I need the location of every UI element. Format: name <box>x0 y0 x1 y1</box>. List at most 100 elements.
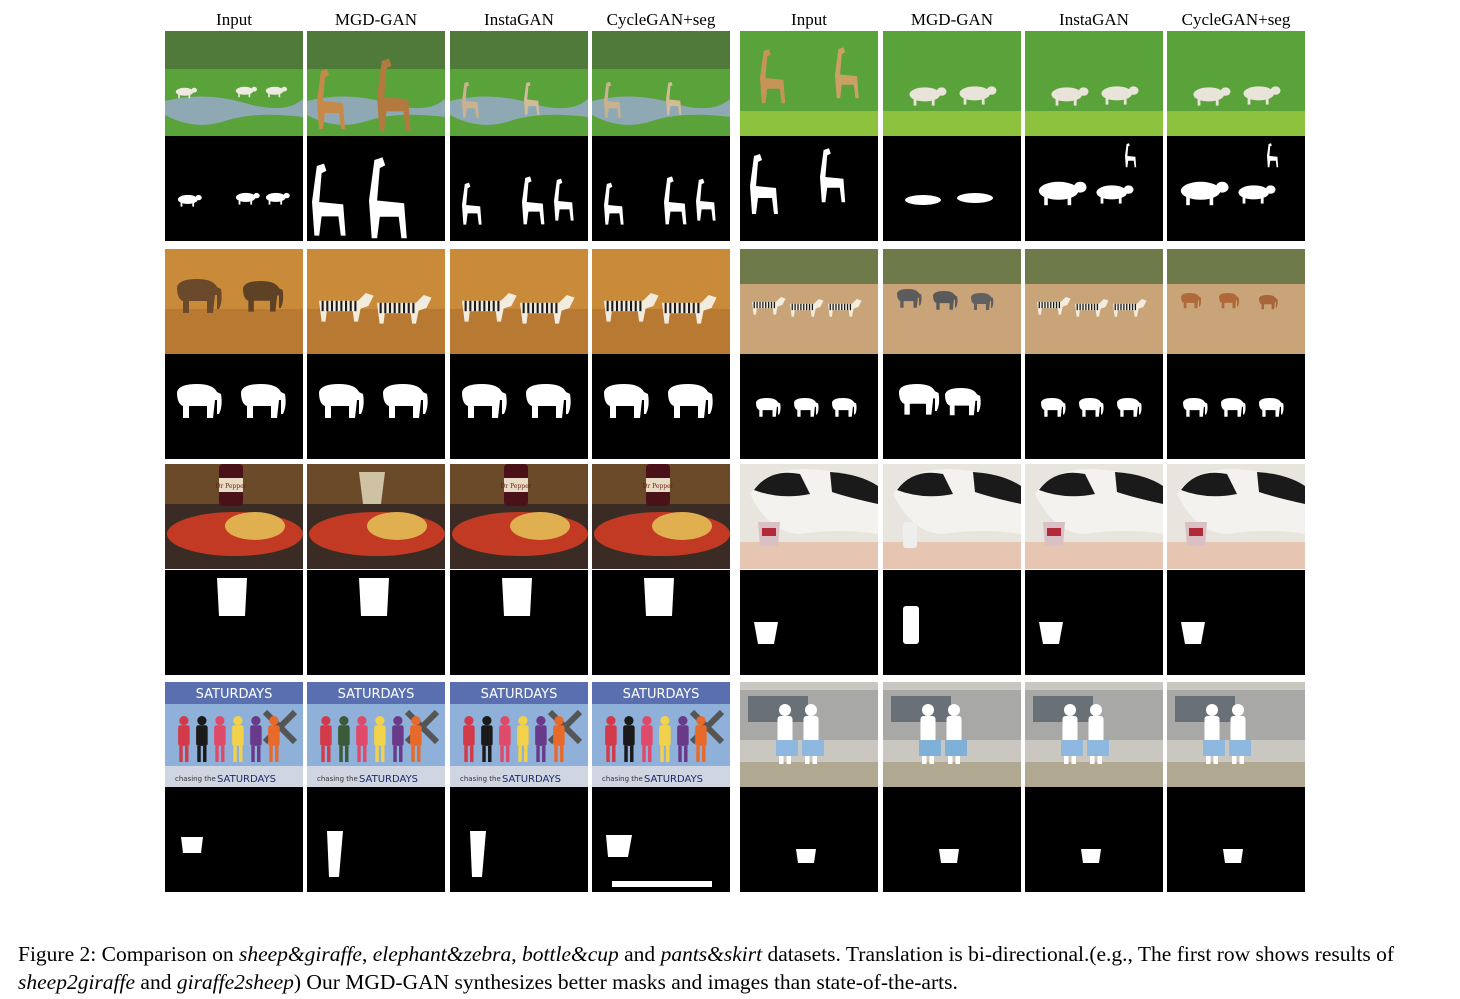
caption-text: , <box>511 942 523 966</box>
caption-text: and <box>618 942 661 966</box>
result-mask <box>165 787 303 892</box>
result-mask <box>307 354 445 459</box>
result-mask <box>883 136 1021 241</box>
poster-subtitle-text: chasing the <box>602 775 643 783</box>
result-image: Dr Pepper <box>450 464 588 569</box>
caption-text: Comparison on <box>96 942 239 966</box>
result-image <box>592 249 730 354</box>
result-image: SATURDAYS chasing the SATURDAYS <box>592 682 730 787</box>
caption-dataset: bottle&cup <box>522 942 619 966</box>
result-image: SATURDAYS chasing the SATURDAYS <box>450 682 588 787</box>
poster-bottom-title-text: SATURDAYS <box>644 774 703 785</box>
result-image <box>1167 464 1305 569</box>
poster-title-text: SATURDAYS <box>623 687 700 702</box>
caption-dataset: sheep2giraffe <box>18 970 136 994</box>
caption-label: Figure 2: <box>18 942 97 966</box>
result-image <box>307 464 445 569</box>
result-image: SATURDAYS chasing the SATURDAYS <box>307 682 445 787</box>
result-image <box>165 249 303 354</box>
result-mask <box>740 570 878 675</box>
result-image <box>883 682 1021 787</box>
poster-title-text: SATURDAYS <box>196 687 273 702</box>
column-header: MGD-GAN <box>334 10 418 29</box>
poster-subtitle-text: chasing the <box>317 775 358 783</box>
result-mask <box>883 570 1021 675</box>
caption-text: and <box>135 970 177 994</box>
result-image <box>307 31 445 136</box>
result-mask <box>307 787 445 892</box>
result-mask <box>592 787 730 892</box>
result-image <box>1167 249 1305 354</box>
caption-text: , <box>361 942 373 966</box>
result-mask <box>1025 354 1163 459</box>
bottle-label-text: Dr Pepper <box>215 483 246 490</box>
column-header: Input <box>216 10 252 29</box>
result-mask <box>1167 136 1305 241</box>
result-image: SATURDAYS chasing the SATURDAYS <box>165 682 303 787</box>
result-image <box>883 249 1021 354</box>
column-header: CycleGAN+seg <box>1181 10 1291 29</box>
result-image <box>740 249 878 354</box>
result-mask <box>592 136 730 241</box>
caption-dataset: elephant&zebra <box>372 942 512 966</box>
poster-subtitle-text: chasing the <box>460 775 501 783</box>
result-image <box>1025 464 1163 569</box>
result-mask <box>450 787 588 892</box>
column-header: InstaGAN <box>1059 10 1129 29</box>
poster-bottom-title-text: SATURDAYS <box>502 774 561 785</box>
result-mask <box>1167 570 1305 675</box>
result-image <box>883 464 1021 569</box>
result-mask <box>883 787 1021 892</box>
result-mask <box>1167 354 1305 459</box>
result-mask <box>450 570 588 675</box>
poster-bottom-title-text: SATURDAYS <box>217 774 276 785</box>
poster-subtitle-text: chasing the <box>175 775 216 783</box>
result-image <box>307 249 445 354</box>
result-image <box>740 682 878 787</box>
result-image <box>740 31 878 136</box>
caption-dataset: sheep&giraffe <box>238 942 362 966</box>
result-image <box>1025 31 1163 136</box>
result-image <box>165 31 303 136</box>
result-mask <box>307 136 445 241</box>
result-image: Dr Pepper <box>165 464 303 569</box>
result-mask <box>1025 787 1163 892</box>
poster-title-text: SATURDAYS <box>481 687 558 702</box>
caption-dataset: giraffe2sheep <box>176 970 294 994</box>
result-mask <box>165 570 303 675</box>
column-header: InstaGAN <box>484 10 554 29</box>
result-image <box>592 31 730 136</box>
column-header: Input <box>791 10 827 29</box>
result-mask <box>1025 136 1163 241</box>
result-mask <box>592 354 730 459</box>
result-image <box>883 31 1021 136</box>
result-mask <box>740 787 878 892</box>
result-mask <box>307 570 445 675</box>
column-header: CycleGAN+seg <box>606 10 716 29</box>
result-mask <box>592 570 730 675</box>
caption-text: ) Our MGD-GAN synthesizes better masks a… <box>293 970 958 994</box>
caption-dataset: pants&skirt <box>660 942 763 966</box>
figure-caption: Figure 2: Comparison on sheep&giraffe, e… <box>18 940 1448 996</box>
result-image: Dr Pepper <box>592 464 730 569</box>
caption-text: datasets. Translation is bi-directional.… <box>762 942 1395 966</box>
result-image <box>740 464 878 569</box>
result-mask <box>1025 570 1163 675</box>
result-image <box>1025 249 1163 354</box>
result-image <box>450 249 588 354</box>
bottle-label-text: Dr Pepper <box>642 483 673 490</box>
result-mask <box>450 136 588 241</box>
result-image <box>1167 682 1305 787</box>
result-mask <box>740 354 878 459</box>
column-header: MGD-GAN <box>910 10 994 29</box>
result-mask <box>740 136 878 241</box>
poster-bottom-title-text: SATURDAYS <box>359 774 418 785</box>
result-mask <box>165 136 303 241</box>
result-mask <box>1167 787 1305 892</box>
bottle-label-text: Dr Pepper <box>500 483 531 490</box>
result-image <box>1167 31 1305 136</box>
result-mask <box>450 354 588 459</box>
result-mask <box>883 354 1021 459</box>
result-mask <box>165 354 303 459</box>
